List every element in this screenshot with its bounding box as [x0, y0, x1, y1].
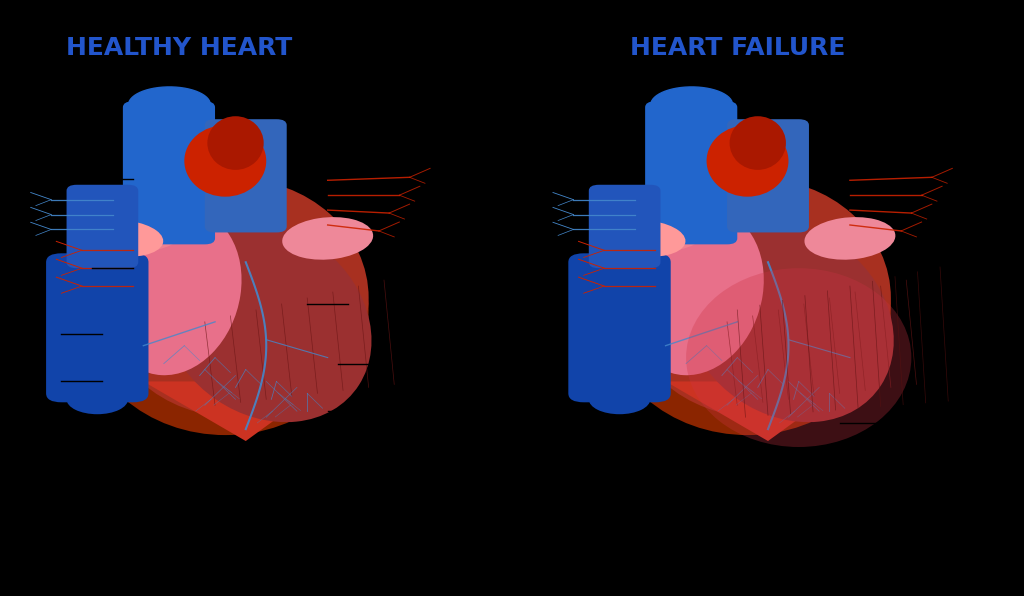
FancyBboxPatch shape — [727, 119, 809, 232]
Polygon shape — [666, 381, 850, 441]
Ellipse shape — [106, 209, 242, 375]
Ellipse shape — [707, 125, 788, 197]
FancyBboxPatch shape — [123, 101, 215, 244]
FancyBboxPatch shape — [205, 119, 287, 232]
Ellipse shape — [605, 220, 685, 257]
Ellipse shape — [184, 125, 266, 197]
Ellipse shape — [82, 185, 369, 435]
Ellipse shape — [83, 202, 183, 251]
Ellipse shape — [83, 220, 163, 257]
Ellipse shape — [67, 384, 128, 414]
Ellipse shape — [686, 268, 911, 447]
Ellipse shape — [805, 217, 895, 260]
FancyBboxPatch shape — [589, 185, 660, 268]
FancyBboxPatch shape — [46, 253, 148, 402]
Ellipse shape — [283, 217, 373, 260]
Ellipse shape — [207, 116, 264, 170]
Ellipse shape — [625, 179, 891, 417]
Text: HEALTHY HEART: HEALTHY HEART — [67, 36, 292, 60]
FancyBboxPatch shape — [645, 101, 737, 244]
Ellipse shape — [589, 384, 650, 414]
Ellipse shape — [629, 209, 764, 375]
FancyBboxPatch shape — [568, 253, 671, 402]
Text: HEART FAILURE: HEART FAILURE — [630, 36, 845, 60]
FancyBboxPatch shape — [67, 185, 138, 268]
Polygon shape — [143, 381, 328, 441]
Ellipse shape — [683, 222, 894, 422]
Ellipse shape — [161, 222, 372, 422]
Ellipse shape — [729, 116, 786, 170]
Ellipse shape — [102, 179, 369, 417]
Ellipse shape — [605, 202, 706, 251]
Ellipse shape — [604, 185, 891, 435]
